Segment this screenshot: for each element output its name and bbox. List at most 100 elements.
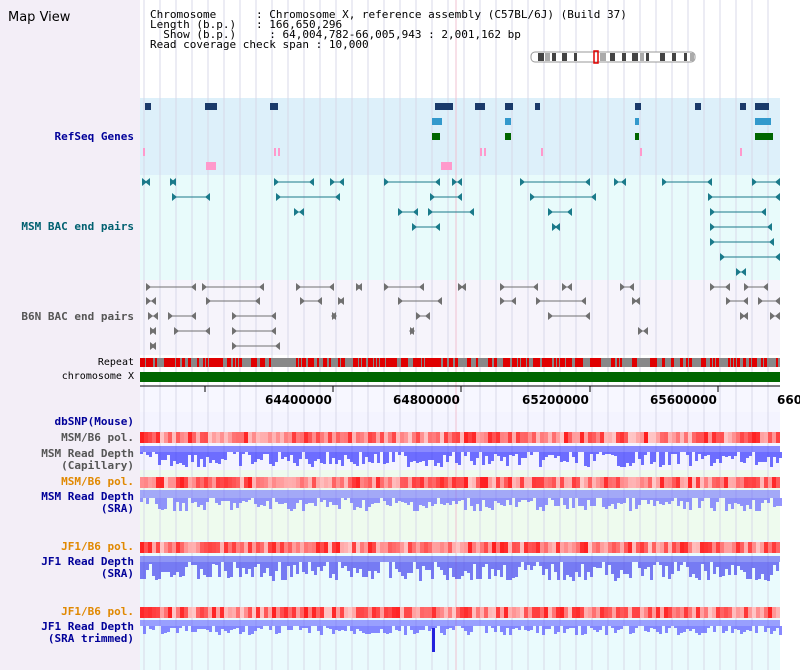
- track-label-msm-pol-2[interactable]: MSM/B6 pol.: [61, 475, 134, 488]
- pol-cell: [472, 477, 476, 488]
- depth-bar: [527, 562, 530, 565]
- pol-cell: [240, 607, 244, 618]
- msm-capillary-depth: [140, 446, 782, 467]
- depth-bar: [299, 452, 302, 459]
- pol-cell: [564, 542, 568, 553]
- bac-end-marker: [500, 297, 505, 305]
- depth-bar: [596, 452, 599, 454]
- bac-end-marker: [763, 283, 768, 291]
- pol-cell: [588, 607, 592, 618]
- pol-cell: [644, 477, 648, 488]
- depth-bar: [743, 562, 746, 572]
- pol-cell: [516, 432, 520, 443]
- pol-cell: [476, 432, 480, 443]
- pol-cell: [300, 542, 304, 553]
- pol-cell: [660, 477, 664, 488]
- repeat-element: [527, 358, 529, 367]
- depth-bar: [767, 626, 770, 628]
- depth-bar: [572, 626, 575, 628]
- depth-bar: [626, 452, 629, 463]
- pol-cell: [452, 477, 456, 488]
- depth-bar: [575, 562, 578, 572]
- depth-bar: [578, 562, 581, 577]
- span-value: 10,000: [328, 38, 369, 51]
- depth-bar: [155, 498, 158, 504]
- depth-bar: [581, 498, 584, 506]
- depth-bar: [485, 498, 488, 507]
- track-label-msm-read-capillary[interactable]: MSM Read Depth: [41, 447, 134, 460]
- depth-bar: [737, 626, 740, 630]
- depth-bar: [245, 498, 248, 502]
- track-label-b6n-bac[interactable]: B6N BAC end pairs: [21, 310, 134, 323]
- depth-bar: [464, 562, 467, 571]
- pol-cell: [412, 542, 416, 553]
- repeat-element: [548, 358, 552, 367]
- pol-cell: [160, 477, 164, 488]
- pol-cell: [312, 542, 316, 553]
- depth-bar: [689, 498, 692, 510]
- depth-bar: [371, 452, 374, 463]
- depth-bar: [221, 626, 224, 629]
- depth-bar: [530, 498, 533, 501]
- repeat-element: [521, 358, 525, 367]
- pol-cell: [148, 542, 152, 553]
- track-label-msm-bac[interactable]: MSM BAC end pairs: [21, 220, 134, 233]
- depth-bar: [413, 452, 416, 461]
- depth-bar: [179, 562, 182, 577]
- depth-base: [140, 620, 780, 626]
- depth-bar: [698, 498, 701, 508]
- track-label-dbsnp[interactable]: dbSNP(Mouse): [54, 415, 134, 428]
- bac-end-marker: [710, 238, 715, 246]
- track-label-jf1-trimmed[interactable]: JF1 Read Depth: [41, 620, 134, 633]
- pol-cell: [264, 432, 268, 443]
- repeat-element: [215, 358, 219, 367]
- pol-cell: [292, 607, 296, 618]
- pol-cell: [600, 477, 604, 488]
- depth-bar: [194, 452, 197, 455]
- depth-bar: [254, 498, 257, 504]
- pol-cell: [192, 477, 196, 488]
- depth-bar: [200, 498, 203, 505]
- track-label-jf1-pol[interactable]: JF1/B6 pol.: [61, 540, 134, 553]
- depth-bar: [353, 452, 356, 464]
- pol-cell: [620, 432, 624, 443]
- bac-end-marker: [736, 268, 741, 276]
- repeat-element: [506, 358, 510, 367]
- repeat-element: [590, 358, 593, 367]
- pol-cell: [468, 607, 472, 618]
- pol-cell: [268, 542, 272, 553]
- track-label-msm-read-sra[interactable]: MSM Read Depth: [41, 490, 134, 503]
- repeat-element: [155, 358, 157, 367]
- pol-cell: [760, 607, 764, 618]
- repeat-element: [251, 358, 254, 367]
- depth-bar: [149, 452, 152, 457]
- repeat-element: [299, 358, 301, 367]
- track-label-refseq[interactable]: RefSeq Genes: [54, 130, 134, 143]
- depth-bar: [386, 452, 389, 463]
- bac-end-marker: [412, 223, 417, 231]
- track-label-jf1-pol-2[interactable]: JF1/B6 pol.: [61, 605, 134, 618]
- depth-bar: [740, 498, 743, 506]
- depth-bar: [707, 452, 710, 455]
- track-label-jf1-read[interactable]: JF1 Read Depth: [41, 555, 134, 568]
- depth-bar: [455, 498, 458, 504]
- depth-bar: [197, 626, 200, 629]
- depth-bar: [623, 562, 626, 574]
- bac-end-marker: [457, 193, 462, 201]
- depth-bar: [749, 498, 752, 509]
- track-label-msm-pol[interactable]: MSM/B6 pol.: [61, 431, 134, 444]
- repeat-element: [392, 358, 395, 367]
- pol-cell: [744, 542, 748, 553]
- gene-glyph: [755, 103, 769, 110]
- track-features: [140, 50, 782, 652]
- depth-bar: [647, 498, 650, 504]
- pol-cell: [424, 607, 428, 618]
- depth-bar: [236, 562, 239, 568]
- pol-cell: [748, 477, 752, 488]
- pol-cell: [156, 542, 160, 553]
- pol-cell: [680, 477, 684, 488]
- depth-bar: [209, 452, 212, 463]
- depth-bar: [494, 562, 497, 576]
- pol-cell: [204, 477, 208, 488]
